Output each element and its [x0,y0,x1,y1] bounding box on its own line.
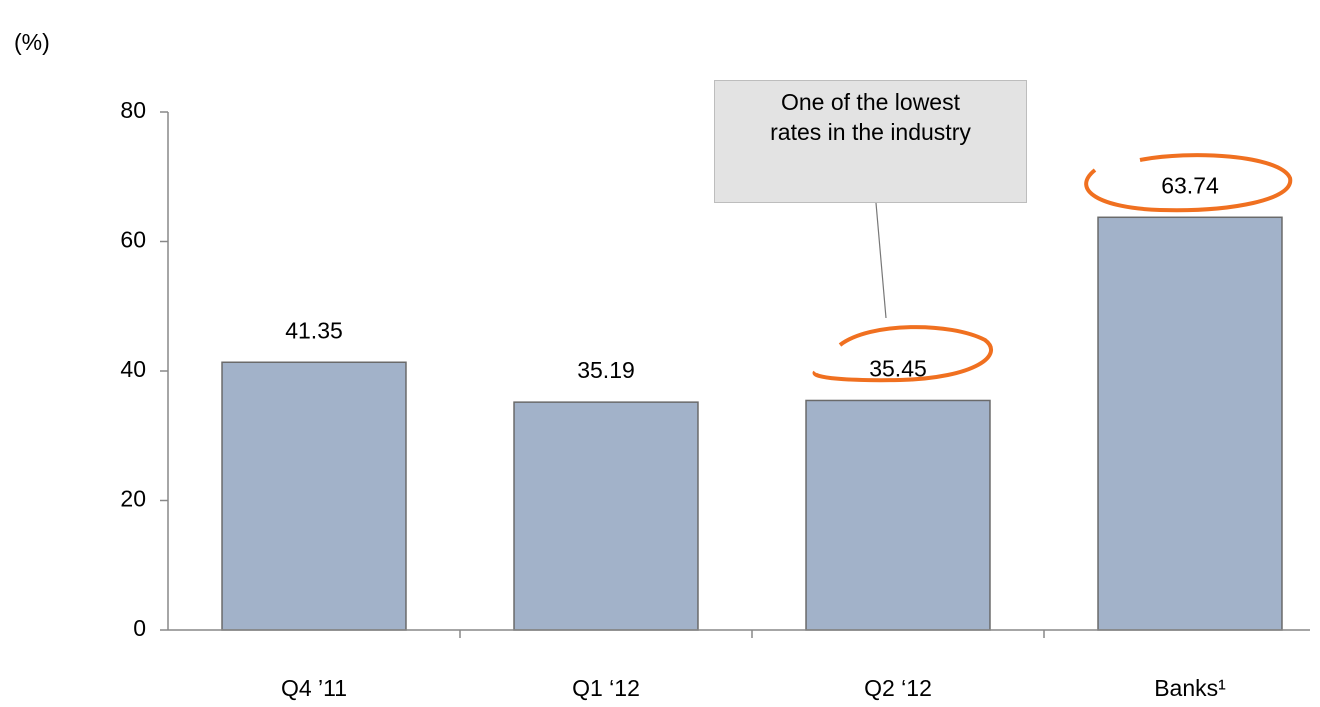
x-tick-label: Q4 ’11 [281,675,347,701]
y-tick-label: 60 [120,227,146,253]
annotation-leader [875,202,887,319]
y-tick-label: 20 [120,486,146,512]
bar [805,399,991,631]
bar [221,361,407,631]
y-tick-label: 40 [120,356,146,382]
highlight-circle [812,325,993,383]
bar [1097,216,1283,631]
value-label: 63.74 [1161,172,1219,198]
value-label: 35.45 [869,356,927,382]
x-tick-label: Q1 ‘12 [572,675,640,701]
value-label: 41.35 [285,317,343,343]
x-tick-label: Banks¹ [1154,675,1226,701]
bar [513,401,699,631]
y-axis-label: (%) [14,29,50,55]
x-tick-label: Q2 ‘12 [864,675,932,701]
annotation: One of the lowest rates in the industry [714,80,1027,203]
value-label: 35.19 [577,357,635,383]
y-tick-label: 80 [120,97,146,123]
highlight-circle [1084,153,1293,213]
y-tick-label: 0 [133,615,146,641]
